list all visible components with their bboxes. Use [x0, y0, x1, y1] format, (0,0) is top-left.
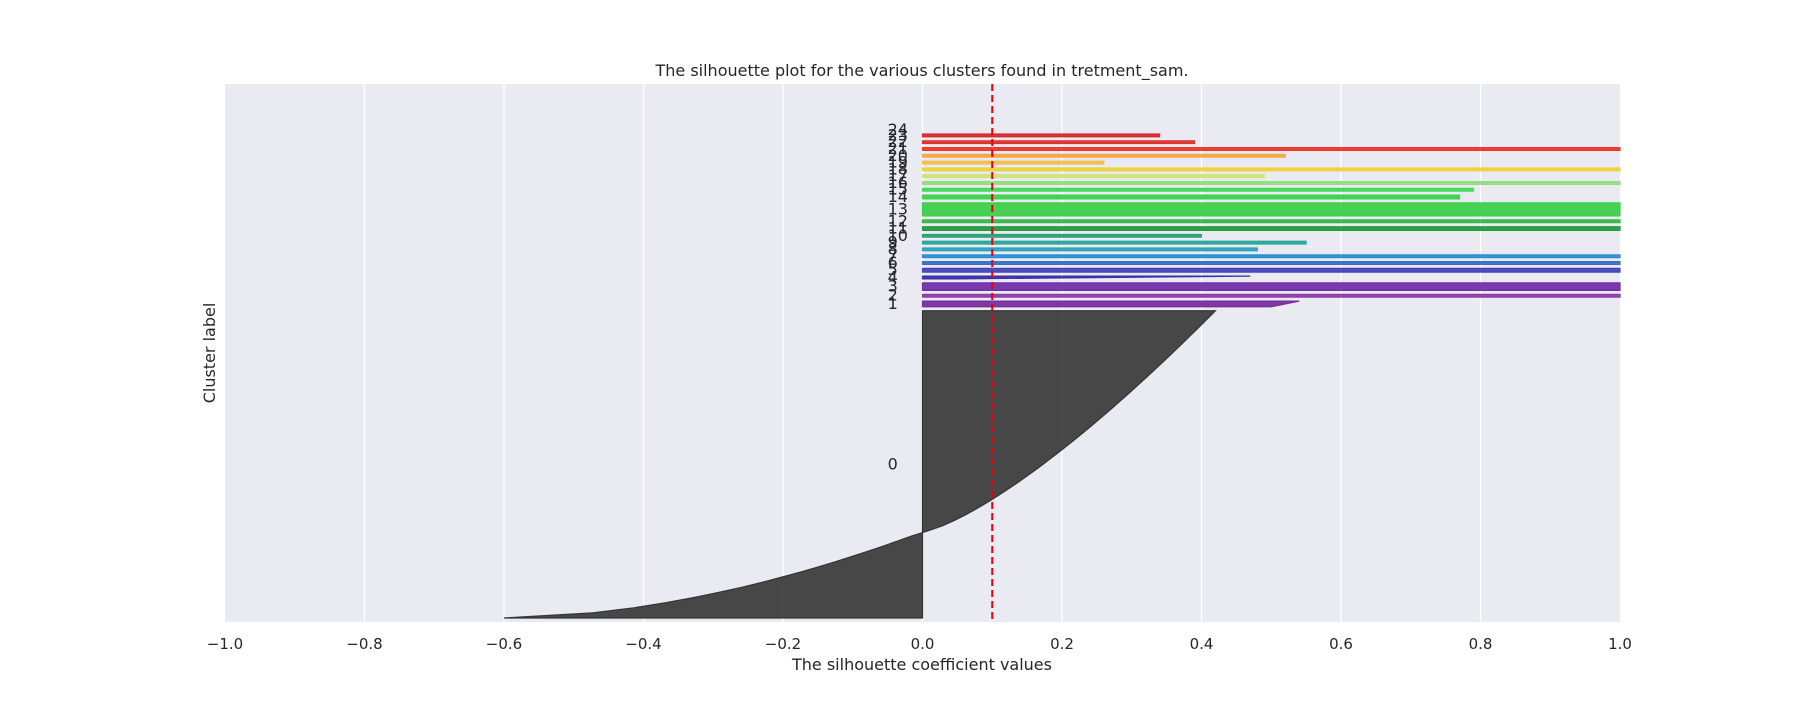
x-tick-label: 0.2 — [1050, 635, 1074, 653]
silhouette-cluster-9 — [921, 240, 1307, 245]
x-tick-label: 0.6 — [1329, 635, 1353, 653]
cluster-label: 19 — [888, 153, 908, 172]
cluster-label: 4 — [888, 268, 898, 287]
x-tick-label: −0.4 — [625, 635, 661, 653]
silhouette-cluster-15 — [921, 187, 1475, 192]
cluster-label: 24 — [888, 120, 908, 139]
silhouette-shapes — [503, 133, 1621, 619]
cluster-label: 20 — [888, 146, 908, 165]
x-tick-label: −0.2 — [765, 635, 801, 653]
x-tick-label: 0.4 — [1190, 635, 1214, 653]
silhouette-cluster-10 — [921, 233, 1203, 238]
silhouette-cluster-20 — [921, 153, 1286, 158]
cluster-label: 0 — [888, 454, 898, 473]
cluster-label: 21 — [888, 139, 908, 158]
grid-lines — [363, 84, 1482, 622]
cluster-label: 22 — [888, 132, 908, 151]
silhouette-cluster-5 — [921, 267, 1621, 273]
cluster-label: 3 — [888, 277, 898, 296]
silhouette-cluster-14 — [921, 194, 1461, 200]
cluster-label: 14 — [888, 187, 908, 206]
silhouette-cluster-16 — [921, 180, 1621, 185]
silhouette-cluster-1 — [921, 300, 1300, 308]
cluster-label: 11 — [888, 219, 908, 238]
silhouette-cluster-19 — [921, 160, 1105, 165]
x-tick-label: 1.0 — [1608, 635, 1632, 653]
x-tick-label: −0.6 — [486, 635, 522, 653]
x-ticks: −1.0 −0.8 −0.6 −0.4 −0.2 0.0 0.2 0.4 0.6 0.8 1.0 — [207, 635, 1632, 653]
cluster-label: 1 — [888, 294, 898, 313]
chart-title: The silhouette plot for the various clus… — [654, 61, 1188, 81]
silhouette-cluster-11 — [921, 226, 1621, 232]
cluster-label: 15 — [888, 180, 908, 199]
cluster-label: 16 — [888, 173, 908, 192]
cluster-label: 10 — [888, 226, 908, 245]
x-axis-label: The silhouette coefficient values — [791, 655, 1052, 674]
silhouette-cluster-8 — [921, 247, 1258, 252]
x-tick-label: −0.8 — [346, 635, 382, 653]
silhouette-cluster-7 — [921, 254, 1621, 259]
silhouette-cluster-23 — [921, 133, 1161, 138]
y-axis-label: Cluster label — [200, 303, 219, 404]
cluster-label: 8 — [888, 239, 898, 258]
cluster-label: 12 — [888, 211, 908, 230]
silhouette-cluster-13 — [921, 202, 1621, 217]
silhouette-cluster-18 — [921, 167, 1621, 172]
silhouette-cluster-12 — [921, 219, 1621, 224]
cluster-label: 6 — [888, 253, 898, 272]
silhouette-cluster-0 — [503, 310, 1217, 619]
silhouette-cluster-22 — [921, 140, 1196, 145]
silhouette-cluster-3 — [921, 282, 1621, 291]
cluster-label: 2 — [888, 286, 898, 305]
silhouette-cluster-17 — [921, 174, 1265, 179]
cluster-label: 7 — [888, 246, 898, 265]
cluster-label: 9 — [888, 233, 898, 252]
cluster-label: 5 — [888, 260, 898, 279]
cluster-label: 23 — [888, 125, 908, 144]
silhouette-cluster-4 — [921, 275, 1251, 280]
x-tick-label: 0.0 — [911, 635, 935, 653]
x-tick-label: 0.8 — [1469, 635, 1493, 653]
silhouette-cluster-6 — [921, 260, 1621, 265]
cluster-label: 13 — [888, 199, 908, 218]
silhouette-cluster-2 — [921, 293, 1621, 298]
silhouette-cluster-21 — [921, 146, 1621, 151]
cluster-label: 17 — [888, 166, 908, 185]
cluster-label: 18 — [888, 159, 908, 178]
x-tick-label: −1.0 — [207, 635, 243, 653]
